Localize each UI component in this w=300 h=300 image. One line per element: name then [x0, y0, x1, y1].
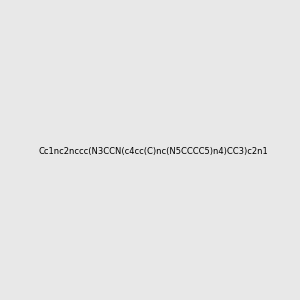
Text: Cc1nc2nccc(N3CCN(c4cc(C)nc(N5CCCC5)n4)CC3)c2n1: Cc1nc2nccc(N3CCN(c4cc(C)nc(N5CCCC5)n4)CC… — [39, 147, 268, 156]
